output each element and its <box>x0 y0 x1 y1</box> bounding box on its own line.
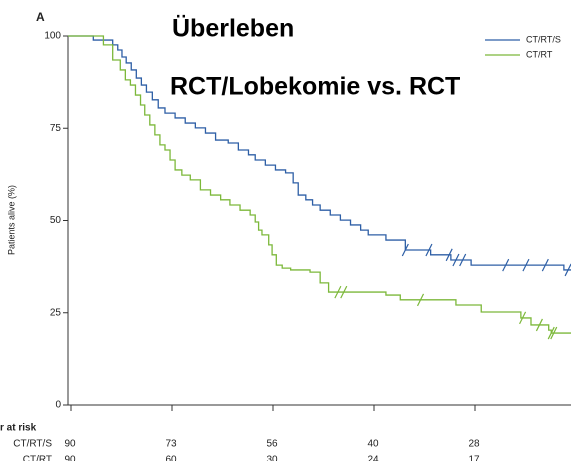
censor-mark <box>445 248 453 262</box>
risk-value: 73 <box>165 439 177 450</box>
survival-curve <box>68 35 571 334</box>
censor-mark <box>550 326 558 340</box>
risk-value: 24 <box>367 455 379 461</box>
censor-mark <box>522 258 530 272</box>
y-tick-label: 75 <box>50 123 62 134</box>
censor-mark <box>459 253 467 267</box>
censor-mark <box>535 318 543 332</box>
censor-mark <box>519 311 527 325</box>
censor-mark <box>416 293 425 307</box>
y-tick-label: 50 <box>50 215 62 226</box>
censor-mark <box>564 263 571 277</box>
censor-mark <box>425 243 433 257</box>
risk-row-label: CT/RT <box>23 455 52 461</box>
chart-title: Überleben <box>172 14 294 43</box>
legend-label: CT/RT <box>526 49 553 59</box>
survival-curve <box>68 35 571 271</box>
censor-mark <box>452 253 460 267</box>
risk-value: 56 <box>266 439 278 450</box>
censor-mark <box>547 326 555 340</box>
censor-mark <box>502 258 510 272</box>
censor-mark <box>541 258 549 272</box>
panel-label: A <box>36 10 45 24</box>
risk-title: r at risk <box>0 423 37 434</box>
risk-value: 90 <box>64 455 76 461</box>
y-tick-label: 100 <box>44 31 61 42</box>
censor-mark <box>334 285 342 299</box>
y-tick-label: 25 <box>50 307 62 318</box>
risk-row-label: CT/RT/S <box>13 439 52 450</box>
y-tick-label: 0 <box>55 400 61 411</box>
y-axis-label: Patients alive (%) <box>6 185 16 255</box>
legend-label: CT/RT/S <box>526 34 561 44</box>
censor-mark <box>340 285 348 299</box>
risk-value: 28 <box>468 439 480 450</box>
censor-mark <box>401 243 409 257</box>
risk-value: 17 <box>468 455 480 461</box>
risk-value: 30 <box>266 455 278 461</box>
risk-value: 60 <box>165 455 177 461</box>
risk-value: 40 <box>367 439 379 450</box>
risk-value: 90 <box>64 439 76 450</box>
chart-subtitle: RCT/Lobekomie vs. RCT <box>170 73 460 101</box>
